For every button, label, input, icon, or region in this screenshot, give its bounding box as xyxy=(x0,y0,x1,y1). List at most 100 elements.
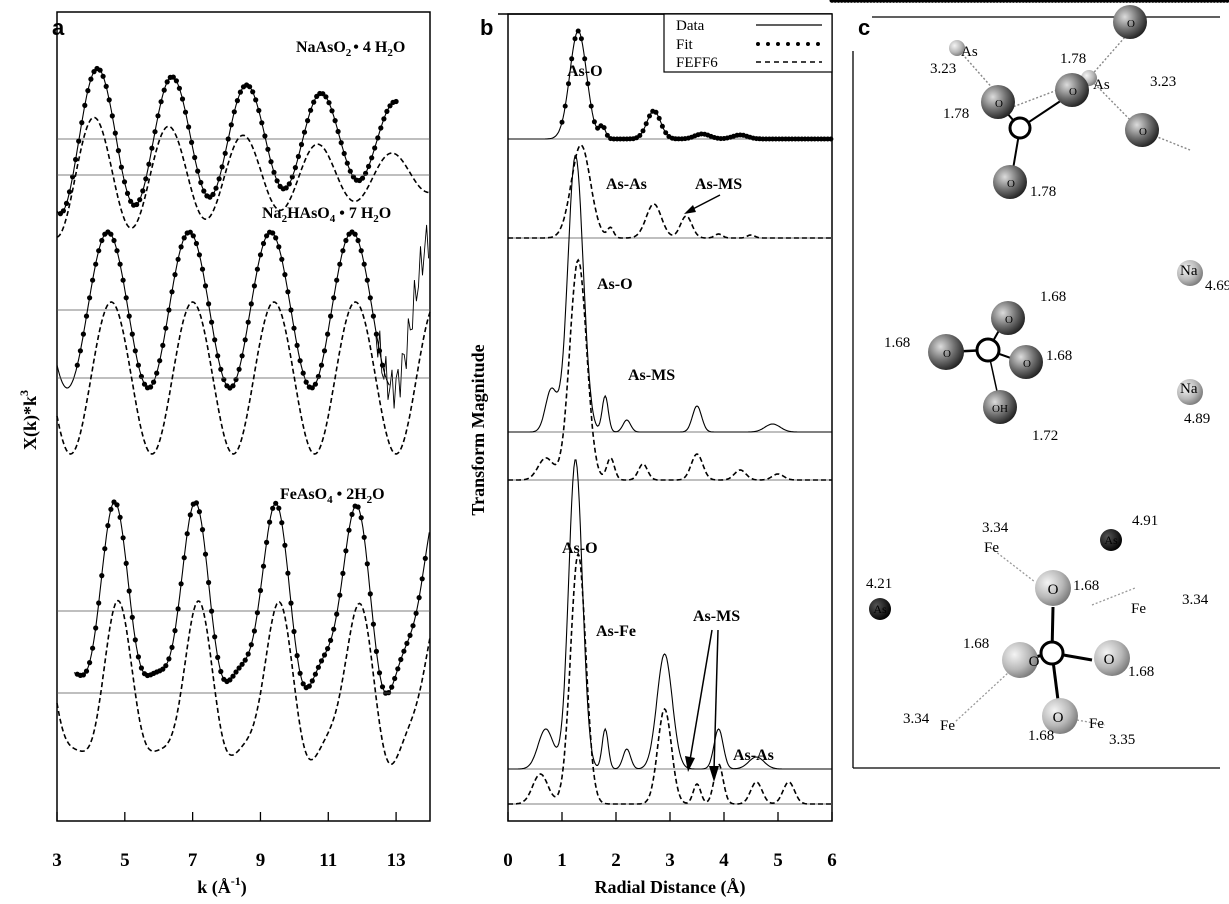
a-fit-dot-2 xyxy=(359,248,364,253)
a-fit-dot-3 xyxy=(295,653,300,658)
b-fit-dot-1 xyxy=(579,36,584,41)
b-x-tick-label: 3 xyxy=(665,850,675,871)
a-fit-dot-2 xyxy=(288,307,293,312)
panel-a-curves xyxy=(57,66,430,764)
a-fit-dot-3 xyxy=(377,670,382,675)
a-fit-dot-3 xyxy=(133,637,138,642)
a-fit-dot-2 xyxy=(194,241,199,246)
a-fit-dot-1 xyxy=(381,116,386,121)
a-fit-dot-2 xyxy=(111,238,116,243)
a-fit-dot-1 xyxy=(177,86,182,91)
a-fit-dot-1 xyxy=(61,208,66,213)
a-fit-dot-1 xyxy=(250,89,255,94)
a-fit-dot-2 xyxy=(319,363,324,368)
a-fit-dot-1 xyxy=(101,74,106,79)
a-fit-dot-3 xyxy=(386,690,391,695)
a-fit-dot-2 xyxy=(203,283,208,288)
a-fit-dot-3 xyxy=(349,512,354,517)
a-fit-dot-1 xyxy=(384,109,389,114)
a-fit-dot-3 xyxy=(114,502,119,507)
a-fit-dot-1 xyxy=(287,181,292,186)
b-x-tick-label: 0 xyxy=(503,850,513,871)
a-fit-dot-3 xyxy=(276,506,281,511)
a-fit-dot-3 xyxy=(261,564,266,569)
a-fit-dot-2 xyxy=(166,307,171,312)
a-fit-dot-2 xyxy=(133,348,138,353)
a-fit-dot-3 xyxy=(258,588,263,593)
b-fit-dot-1 xyxy=(589,104,594,109)
a-fit-dot-2 xyxy=(313,382,318,387)
a-fit-dot-3 xyxy=(420,576,425,581)
a-fit-dot-2 xyxy=(84,314,89,319)
b-fit-dot-1 xyxy=(657,116,662,121)
a-x-tick-label: 7 xyxy=(188,850,198,871)
a-fit-dot-3 xyxy=(407,633,412,638)
a-fit-dot-1 xyxy=(67,189,72,194)
compound-label-feaso4: FeAsO4 • 2H2O xyxy=(280,486,385,506)
a-fit-dot-3 xyxy=(246,651,251,656)
a-fit-dot-2 xyxy=(124,295,129,300)
a-fit-dot-3 xyxy=(374,649,379,654)
a-fit-dot-3 xyxy=(249,642,254,647)
a-fit-dot-3 xyxy=(310,678,315,683)
a-data-noise-2 xyxy=(376,225,429,409)
a-fit-dot-2 xyxy=(322,348,327,353)
a-fit-dot-2 xyxy=(261,241,266,246)
a-fit-dot-3 xyxy=(389,685,394,690)
a-fit-dot-2 xyxy=(163,326,168,331)
a-fit-dot-3 xyxy=(356,504,361,509)
a-fit-dot-3 xyxy=(264,540,269,545)
a-fit-dot-3 xyxy=(93,625,98,630)
a-fit-dot-2 xyxy=(136,363,141,368)
compound-label-naaso2: NaAsO2 • 4 H2O xyxy=(296,39,405,59)
a-fit-dot-2 xyxy=(279,257,284,262)
a-fit-dot-1 xyxy=(223,151,228,156)
a-fit-dot-3 xyxy=(185,531,190,536)
a-fit-dot-3 xyxy=(398,657,403,662)
a-fit-dot-2 xyxy=(353,232,358,237)
a-fit-dot-2 xyxy=(160,343,165,348)
b-fit-dot-1 xyxy=(663,130,668,135)
a-fit-dot-1 xyxy=(82,103,87,108)
a-fit-dot-1 xyxy=(195,169,200,174)
a-fit-dot-1 xyxy=(336,129,341,134)
a-fit-dot-1 xyxy=(394,99,399,104)
a-fit-dot-2 xyxy=(90,278,95,283)
a-fit-dot-3 xyxy=(414,611,419,616)
a-fit-dot-3 xyxy=(325,646,330,651)
b-fit-dot-1 xyxy=(563,104,568,109)
b-data-line-2 xyxy=(508,156,832,432)
a-fit-dot-2 xyxy=(246,320,251,325)
a-fit-dot-2 xyxy=(343,238,348,243)
b-x-tick-label: 4 xyxy=(719,850,729,871)
a-fit-dot-3 xyxy=(127,588,132,593)
a-fit-dot-2 xyxy=(252,283,257,288)
b-fit-dot-1 xyxy=(647,114,652,119)
b-fit-dot-1 xyxy=(641,128,646,133)
a-fit-dot-1 xyxy=(122,179,127,184)
a-fit-dot-3 xyxy=(194,500,199,505)
a-fit-dot-1 xyxy=(342,151,347,156)
a-fit-dot-2 xyxy=(108,232,113,237)
a-fit-dot-3 xyxy=(270,506,275,511)
a-fit-dot-3 xyxy=(182,555,187,560)
a-fit-dot-2 xyxy=(249,301,254,306)
a-fit-dot-2 xyxy=(118,262,123,267)
a-fit-dot-1 xyxy=(104,84,109,89)
b-fit-dot-1 xyxy=(569,56,574,61)
a-fit-dot-3 xyxy=(87,660,92,665)
a-fit-dot-2 xyxy=(380,363,385,368)
a-fit-dot-2 xyxy=(301,371,306,376)
a-fit-dot-1 xyxy=(213,186,218,191)
a-fit-dot-1 xyxy=(110,113,115,118)
a-fit-dot-2 xyxy=(114,248,119,253)
b-fit-dot-1 xyxy=(592,119,597,124)
a-fit-dot-3 xyxy=(334,612,339,617)
a-fit-dot-1 xyxy=(162,88,167,93)
a-fit-dot-3 xyxy=(404,641,409,646)
a-fit-dot-3 xyxy=(108,507,113,512)
a-fit-dot-1 xyxy=(192,155,197,160)
a-fit-dot-2 xyxy=(243,337,248,342)
a-fit-dot-2 xyxy=(340,248,345,253)
b-fit-dot-1 xyxy=(585,81,590,86)
